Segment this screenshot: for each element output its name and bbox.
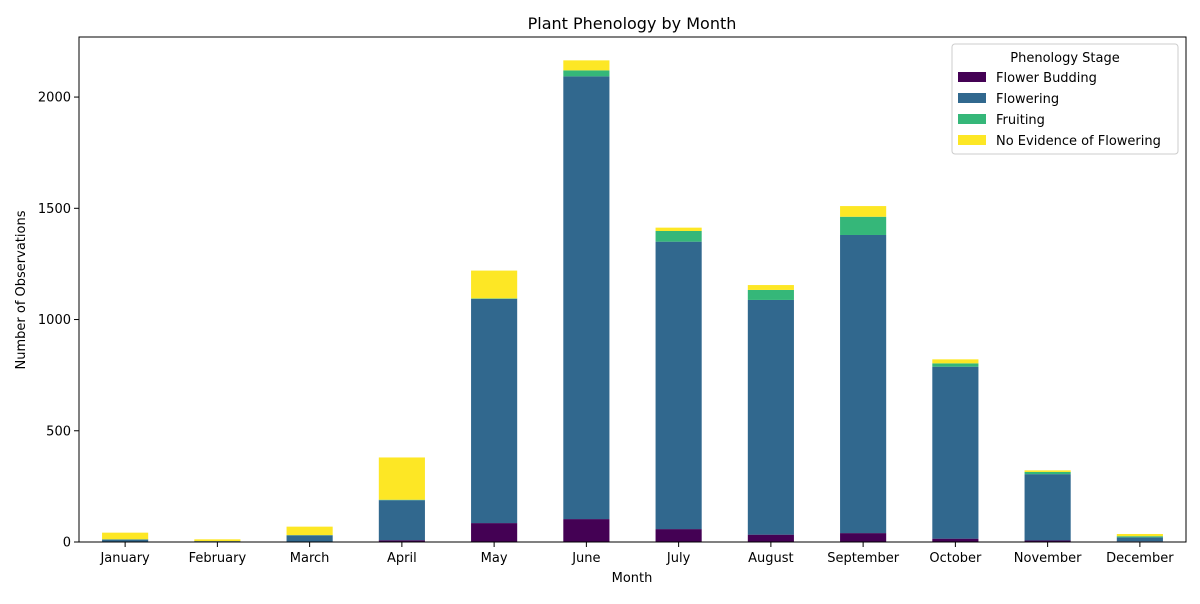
legend-swatch [958, 93, 986, 103]
bar-october-series-0 [932, 539, 978, 542]
bar-april-series-1 [379, 500, 425, 540]
legend-title: Phenology Stage [1010, 51, 1119, 66]
bar-september-series-3 [840, 206, 886, 217]
bar-january-series-1 [102, 540, 148, 542]
y-tick-label: 0 [63, 536, 71, 551]
legend-swatch [958, 114, 986, 124]
x-tick-label: March [290, 551, 330, 566]
legend-swatch [958, 72, 986, 82]
x-tick-label: June [571, 551, 600, 566]
bar-october-series-3 [932, 359, 978, 363]
bar-june-series-1 [563, 76, 609, 519]
x-tick-label: December [1106, 551, 1174, 566]
bar-november-series-1 [1025, 474, 1071, 540]
bar-june-series-0 [563, 519, 609, 542]
legend-label: No Evidence of Flowering [996, 134, 1161, 149]
bar-december-series-1 [1117, 537, 1163, 541]
bar-february-series-3 [194, 539, 240, 541]
bar-may-series-0 [471, 523, 517, 542]
bar-june-series-2 [563, 70, 609, 76]
bar-december-series-2 [1117, 536, 1163, 537]
x-tick-label: February [189, 551, 247, 566]
legend: Phenology Stage Flower Budding Flowering Fr… [952, 44, 1178, 154]
bar-september-series-1 [840, 235, 886, 533]
bar-april-series-3 [379, 457, 425, 499]
bar-january-series-3 [102, 533, 148, 540]
legend-swatch [958, 135, 986, 145]
bar-august-series-3 [748, 285, 794, 290]
y-tick-label: 1000 [38, 313, 71, 328]
bar-july-series-1 [656, 242, 702, 529]
y-tick-label: 1500 [38, 202, 71, 217]
legend-label: Fruiting [996, 113, 1045, 128]
bar-november-series-3 [1025, 470, 1071, 472]
bar-march-series-3 [287, 527, 333, 535]
x-tick-label: November [1014, 551, 1082, 566]
bar-march-series-1 [287, 535, 333, 541]
x-tick-label: January [99, 551, 150, 566]
y-tick-label: 2000 [38, 91, 71, 106]
bar-may-series-1 [471, 299, 517, 523]
bar-october-series-2 [932, 363, 978, 366]
bar-july-series-2 [656, 231, 702, 242]
bar-august-series-2 [748, 290, 794, 300]
bar-november-series-2 [1025, 472, 1071, 474]
x-tick-label: July [666, 551, 691, 566]
y-tick-label: 500 [46, 424, 71, 439]
bar-september-series-2 [840, 217, 886, 235]
x-tick-label: April [387, 551, 417, 566]
bar-august-series-1 [748, 300, 794, 535]
bar-july-series-3 [656, 228, 702, 231]
x-tick-label: September [827, 551, 900, 566]
legend-label: Flower Budding [996, 71, 1097, 86]
bar-october-series-1 [932, 367, 978, 539]
x-tick-label: August [748, 551, 794, 566]
bar-july-series-0 [656, 529, 702, 542]
bar-may-series-3 [471, 271, 517, 299]
bar-august-series-0 [748, 535, 794, 542]
x-tick-label: May [481, 551, 508, 566]
chart-title: Plant Phenology by Month [528, 14, 737, 33]
bar-december-series-3 [1117, 534, 1163, 536]
legend-label: Flowering [996, 92, 1059, 107]
y-axis-label: Number of Observations [14, 210, 29, 369]
bar-september-series-0 [840, 533, 886, 542]
bar-june-series-3 [563, 60, 609, 70]
x-axis-label: Month [612, 571, 653, 586]
x-tick-label: October [929, 551, 982, 566]
